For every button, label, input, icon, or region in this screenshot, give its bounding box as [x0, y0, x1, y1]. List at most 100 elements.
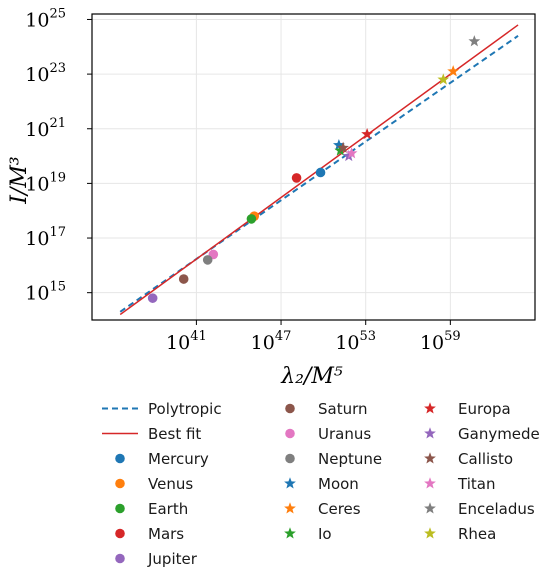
point-neptune	[202, 255, 213, 265]
x-tick-label: 1053	[335, 329, 376, 354]
legend-label: Titan	[458, 474, 496, 493]
y-tick-base: 10	[25, 64, 49, 86]
legend-label: Europa	[458, 399, 511, 418]
legend-item-europa: Europa	[410, 396, 511, 421]
legend-item-polytropic: Polytropic	[100, 396, 222, 421]
x-tick-exponent: 59	[444, 329, 461, 344]
legend-star-icon	[410, 396, 450, 421]
x-tick-label: 1047	[251, 329, 292, 354]
legend-label: Ceres	[318, 499, 361, 518]
legend: Polytropic Best fit Mercury Venus Earth Mars J…	[100, 396, 545, 571]
y-tick-exponent: 15	[49, 280, 66, 295]
x-tick-label: 1059	[420, 329, 461, 354]
legend-label: Polytropic	[148, 399, 222, 418]
y-tick-base: 10	[25, 283, 49, 305]
x-tick-base: 10	[166, 332, 190, 354]
legend-label: Mercury	[148, 449, 209, 468]
legend-circle-icon	[100, 471, 140, 496]
legend-item-saturn: Saturn	[270, 396, 368, 421]
x-tick-base: 10	[251, 332, 275, 354]
legend-circle-icon	[100, 546, 140, 571]
x-tick-exponent: 47	[275, 329, 292, 344]
legend-star-icon	[270, 471, 310, 496]
legend-star-icon	[410, 446, 450, 471]
y-tick-label: 1025	[25, 6, 66, 31]
x-tick-base: 10	[420, 332, 444, 354]
y-tick-label: 1023	[25, 61, 66, 86]
point-titan	[345, 147, 358, 159]
y-tick-label: 1015	[25, 280, 66, 305]
point-rhea	[437, 73, 450, 85]
legend-item-callisto: Callisto	[410, 446, 513, 471]
y-tick-base: 10	[25, 173, 49, 195]
legend-star-icon	[410, 521, 450, 546]
legend-star-icon	[410, 421, 450, 446]
legend-label: Rhea	[458, 524, 497, 543]
legend-label: Earth	[148, 499, 189, 518]
legend-item-best-fit: Best fit	[100, 421, 201, 446]
y-tick-label: 1021	[25, 116, 66, 141]
legend-label: Io	[318, 524, 332, 543]
legend-item-io: Io	[270, 521, 332, 546]
y-tick-exponent: 23	[49, 61, 66, 76]
y-tick-exponent: 17	[49, 225, 66, 240]
y-tick-exponent: 25	[49, 6, 66, 21]
legend-label: Enceladus	[458, 499, 535, 518]
legend-item-titan: Titan	[410, 471, 495, 496]
legend-circle-icon	[270, 396, 310, 421]
legend-label: Jupiter	[148, 549, 197, 568]
x-axis-ticks: 1041 1047 1053 1059	[166, 320, 461, 354]
legend-label: Callisto	[458, 449, 514, 468]
x-axis-label: λ₂/M⁵	[280, 364, 343, 389]
point-jupiter	[147, 293, 158, 303]
legend-label: Uranus	[318, 424, 372, 443]
legend-item-ganymede: Ganymede	[410, 421, 540, 446]
legend-label: Ganymede	[458, 424, 540, 443]
x-tick-exponent: 41	[190, 329, 207, 344]
legend-label: Best fit	[148, 424, 202, 443]
legend-circle-icon	[270, 446, 310, 471]
y-tick-exponent: 19	[49, 170, 66, 185]
legend-item-mercury: Mercury	[100, 446, 209, 471]
y-tick-exponent: 21	[49, 116, 66, 131]
point-ceres	[447, 65, 460, 77]
y-tick-base: 10	[25, 228, 49, 250]
legend-circle-icon	[100, 446, 140, 471]
point-callisto	[337, 141, 350, 153]
legend-item-jupiter: Jupiter	[100, 546, 197, 571]
legend-line-icon	[100, 396, 140, 421]
legend-item-enceladus: Enceladus	[410, 496, 535, 521]
y-tick-base: 10	[25, 119, 49, 141]
data-points	[147, 35, 481, 303]
point-saturn	[178, 274, 189, 284]
x-tick-label: 1041	[166, 329, 207, 354]
legend-label: Neptune	[318, 449, 383, 468]
legend-star-icon	[270, 521, 310, 546]
legend-line-icon	[100, 421, 140, 446]
grid	[92, 14, 535, 320]
legend-label: Moon	[318, 474, 359, 493]
legend-item-earth: Earth	[100, 496, 188, 521]
plot-frame	[91, 13, 536, 321]
x-tick-base: 10	[335, 332, 359, 354]
legend-item-neptune: Neptune	[270, 446, 382, 471]
point-mars	[291, 173, 302, 183]
point-earth	[246, 214, 257, 224]
legend-star-icon	[410, 471, 450, 496]
legend-star-icon	[270, 496, 310, 521]
legend-item-moon: Moon	[270, 471, 359, 496]
y-tick-label: 1017	[25, 225, 66, 250]
y-tick-label: 1019	[25, 170, 66, 195]
point-europa	[361, 128, 374, 140]
legend-star-icon	[410, 496, 450, 521]
legend-circle-icon	[100, 521, 140, 546]
legend-item-venus: Venus	[100, 471, 193, 496]
legend-label: Saturn	[318, 399, 368, 418]
legend-item-mars: Mars	[100, 521, 184, 546]
point-enceladus	[468, 35, 481, 47]
point-moon	[333, 138, 345, 151]
x-tick-exponent: 53	[360, 329, 377, 344]
point-mercury	[315, 167, 326, 178]
y-axis-label: I/M³	[7, 156, 32, 204]
